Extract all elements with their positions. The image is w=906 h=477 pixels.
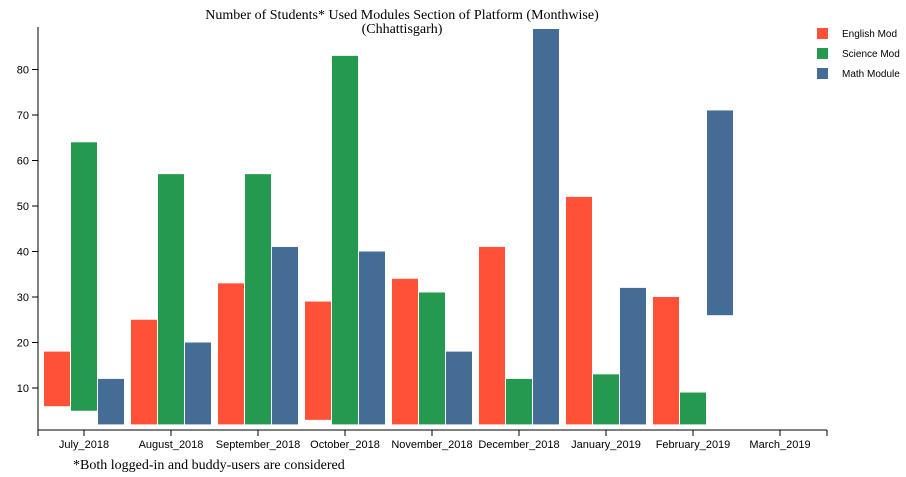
x-tick-label: February_2019 <box>656 439 731 451</box>
x-tick-label: January_2019 <box>571 439 641 451</box>
bar <box>620 287 646 425</box>
bar <box>359 251 385 425</box>
legend-label: Math Module <box>842 69 900 80</box>
x-tick-label: October_2018 <box>310 439 380 451</box>
y-tick-label: 80 <box>17 65 29 77</box>
footnote: *Both logged-in and buddy-users are cons… <box>73 458 345 473</box>
legend-label: Science Mod <box>842 49 900 60</box>
y-tick-label: 50 <box>17 201 29 213</box>
y-tick-label: 60 <box>17 156 29 168</box>
bar <box>332 55 358 425</box>
bar <box>446 351 472 425</box>
bar <box>305 301 331 420</box>
y-tick-label: 30 <box>17 292 29 304</box>
y-tick-label: 70 <box>17 110 29 122</box>
y-axis: 10 20 30 40 50 60 70 80 <box>17 27 39 430</box>
legend-label: English Mod <box>842 29 897 40</box>
chart-title: Number of Students* Used Modules Section… <box>205 8 599 23</box>
bar <box>680 392 706 425</box>
bar <box>506 378 532 425</box>
legend: English Mod Science Mod Math Module <box>817 28 900 80</box>
x-tick-label: March_2019 <box>749 439 810 451</box>
y-tick-label: 10 <box>17 383 29 395</box>
legend-swatch <box>817 68 828 79</box>
bar <box>593 374 619 425</box>
bar <box>158 174 184 425</box>
x-tick-label: August_2018 <box>139 439 204 451</box>
bar <box>479 246 505 425</box>
bar <box>98 378 124 425</box>
bar <box>218 283 244 425</box>
y-tick-label: 20 <box>17 338 29 350</box>
bar <box>419 292 445 425</box>
bar <box>131 319 157 425</box>
bar <box>653 297 679 425</box>
legend-swatch <box>817 28 828 39</box>
bar <box>533 29 559 425</box>
x-tick-label: December_2018 <box>478 439 559 451</box>
bar <box>707 110 733 316</box>
x-axis: July_2018 August_2018 September_2018 Octobe… <box>37 429 828 451</box>
bar <box>44 351 70 407</box>
bar <box>566 196 592 425</box>
x-tick-label: September_2018 <box>216 439 300 451</box>
legend-swatch <box>817 48 828 59</box>
bar <box>245 174 271 425</box>
bar <box>272 246 298 425</box>
bar <box>392 278 418 425</box>
bar <box>185 342 211 425</box>
y-tick-label: 40 <box>17 247 29 259</box>
bars <box>44 29 733 425</box>
x-tick-label: July_2018 <box>59 439 109 451</box>
x-tick-label: November_2018 <box>391 439 472 451</box>
chart-subtitle: (Chhattisgarh) <box>362 22 443 37</box>
bar <box>71 142 97 411</box>
